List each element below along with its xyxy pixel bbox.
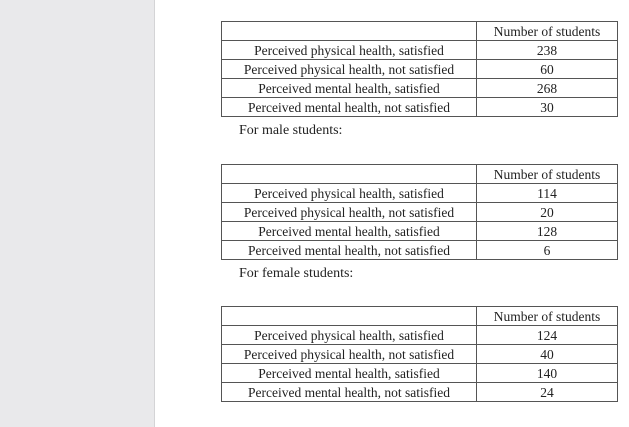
students-table-1: Number of students Perceived physical hea… <box>221 21 618 117</box>
table-row: Perceived mental health, not satisfied 24 <box>221 382 618 402</box>
row-label: Perceived physical health, satisfied <box>221 183 477 203</box>
empty-header-cell <box>221 306 477 326</box>
row-value: 6 <box>476 240 618 260</box>
row-value: 140 <box>476 363 618 383</box>
row-label: Perceived physical health, not satisfied <box>221 59 477 79</box>
row-label: Perceived mental health, satisfied <box>221 363 477 383</box>
column-header: Number of students <box>476 306 618 326</box>
column-header: Number of students <box>476 164 618 184</box>
table-caption: For male students: <box>239 123 343 138</box>
row-value: 114 <box>476 183 618 203</box>
row-value: 128 <box>476 221 618 241</box>
empty-header-cell <box>221 164 477 184</box>
row-label: Perceived physical health, not satisfied <box>221 344 477 364</box>
row-label: Perceived mental health, satisfied <box>221 78 477 98</box>
row-value: 20 <box>476 202 618 222</box>
document-page: Number of students Perceived physical hea… <box>154 0 629 427</box>
row-value: 124 <box>476 325 618 345</box>
table-row: Perceived physical health, not satisfied… <box>221 59 618 79</box>
row-value: 24 <box>476 382 618 402</box>
header-row: Number of students <box>221 21 618 41</box>
table-row: Perceived mental health, satisfied 128 <box>221 221 618 241</box>
header-row: Number of students <box>221 164 618 184</box>
empty-header-cell <box>221 21 477 41</box>
students-table-3: Number of students Perceived physical hea… <box>221 306 618 402</box>
row-value: 40 <box>476 344 618 364</box>
table-row: Perceived physical health, satisfied 114 <box>221 183 618 203</box>
students-table-2: Number of students Perceived physical hea… <box>221 164 618 260</box>
column-header: Number of students <box>476 21 618 41</box>
table-row: Perceived mental health, not satisfied 30 <box>221 97 618 117</box>
row-value: 268 <box>476 78 618 98</box>
table-caption: For female students: <box>239 266 354 281</box>
row-value: 238 <box>476 40 618 60</box>
row-label: Perceived mental health, not satisfied <box>221 382 477 402</box>
table-row: Perceived physical health, not satisfied… <box>221 344 618 364</box>
row-value: 60 <box>476 59 618 79</box>
table-row: Perceived physical health, satisfied 124 <box>221 325 618 345</box>
row-label: Perceived physical health, satisfied <box>221 325 477 345</box>
row-label: Perceived mental health, not satisfied <box>221 240 477 260</box>
header-row: Number of students <box>221 306 618 326</box>
row-value: 30 <box>476 97 618 117</box>
table-row: Perceived mental health, satisfied 140 <box>221 363 618 383</box>
row-label: Perceived mental health, not satisfied <box>221 97 477 117</box>
row-label: Perceived mental health, satisfied <box>221 221 477 241</box>
table-row: Perceived mental health, satisfied 268 <box>221 78 618 98</box>
table-row: Perceived mental health, not satisfied 6 <box>221 240 618 260</box>
row-label: Perceived physical health, satisfied <box>221 40 477 60</box>
row-label: Perceived physical health, not satisfied <box>221 202 477 222</box>
table-row: Perceived physical health, satisfied 238 <box>221 40 618 60</box>
table-row: Perceived physical health, not satisfied… <box>221 202 618 222</box>
